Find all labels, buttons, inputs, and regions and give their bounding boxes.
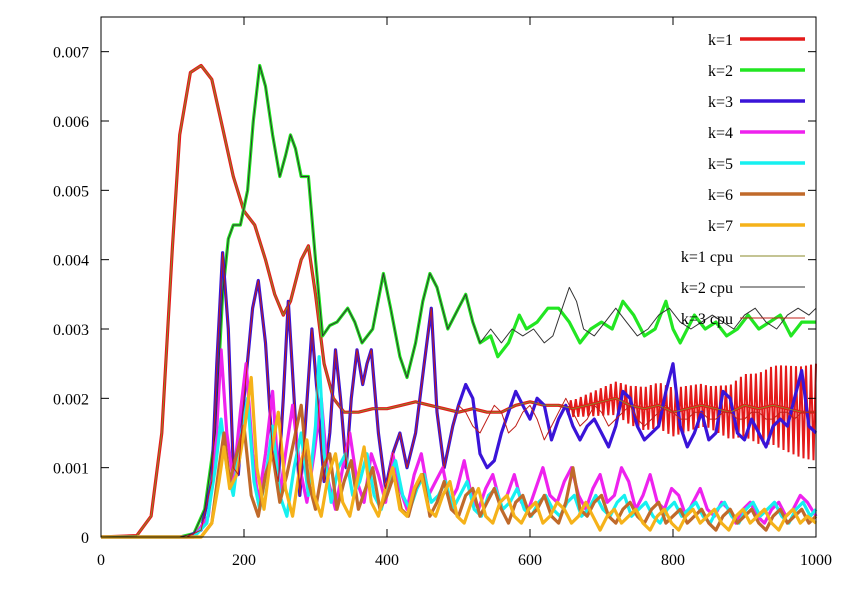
- legend-label: k=3 cpu: [681, 311, 733, 328]
- series-line-10: [101, 252, 816, 538]
- y-tick-label: 0: [81, 530, 89, 547]
- legend-label: k=7: [708, 218, 733, 235]
- series-layer: [100, 63, 818, 539]
- legend-label: k=3: [708, 94, 733, 111]
- series-line-7: [101, 375, 818, 539]
- plot-frame: [100, 16, 817, 538]
- y-tick-label: 0.005: [53, 183, 89, 200]
- legend-label: k=1 cpu: [681, 249, 733, 266]
- x-tick-label: 600: [518, 552, 542, 569]
- legend-label: k=6: [708, 187, 733, 204]
- ticks-layer: [100, 17, 817, 538]
- y-tick-label: 0.002: [53, 391, 89, 408]
- y-tick-label: 0.007: [53, 45, 89, 62]
- y-tick-label: 0.003: [53, 322, 89, 339]
- legend: k=1 k=2 k=3 k=4 k=5 k=6 k=7 k=1 cpu k=2 cpu k=3 c…: [681, 32, 805, 328]
- y-tick-label: 0.001: [53, 461, 89, 478]
- tick-labels-layer: 0 200 400 600 800 1000 0 0.001 0.002 0.003 0.004 0.…: [53, 45, 832, 569]
- y-tick-label: 0.006: [53, 114, 89, 131]
- legend-label: k=2 cpu: [681, 280, 733, 297]
- x-tick-label: 200: [232, 552, 256, 569]
- legend-label: k=5: [708, 156, 733, 173]
- x-tick-label: 400: [375, 552, 399, 569]
- series-line-8: [100, 65, 816, 538]
- legend-label: k=4: [708, 125, 733, 142]
- x-tick-label: 0: [97, 552, 105, 569]
- x-tick-label: 1000: [800, 552, 832, 569]
- series-line-6: [101, 403, 818, 539]
- legend-label: k=2: [708, 63, 733, 80]
- series-line-9: [101, 65, 817, 538]
- series-oscillation-1: [564, 363, 817, 461]
- legend-label: k=1: [708, 32, 733, 49]
- y-tick-label: 0.004: [53, 253, 89, 270]
- x-tick-label: 800: [661, 552, 685, 569]
